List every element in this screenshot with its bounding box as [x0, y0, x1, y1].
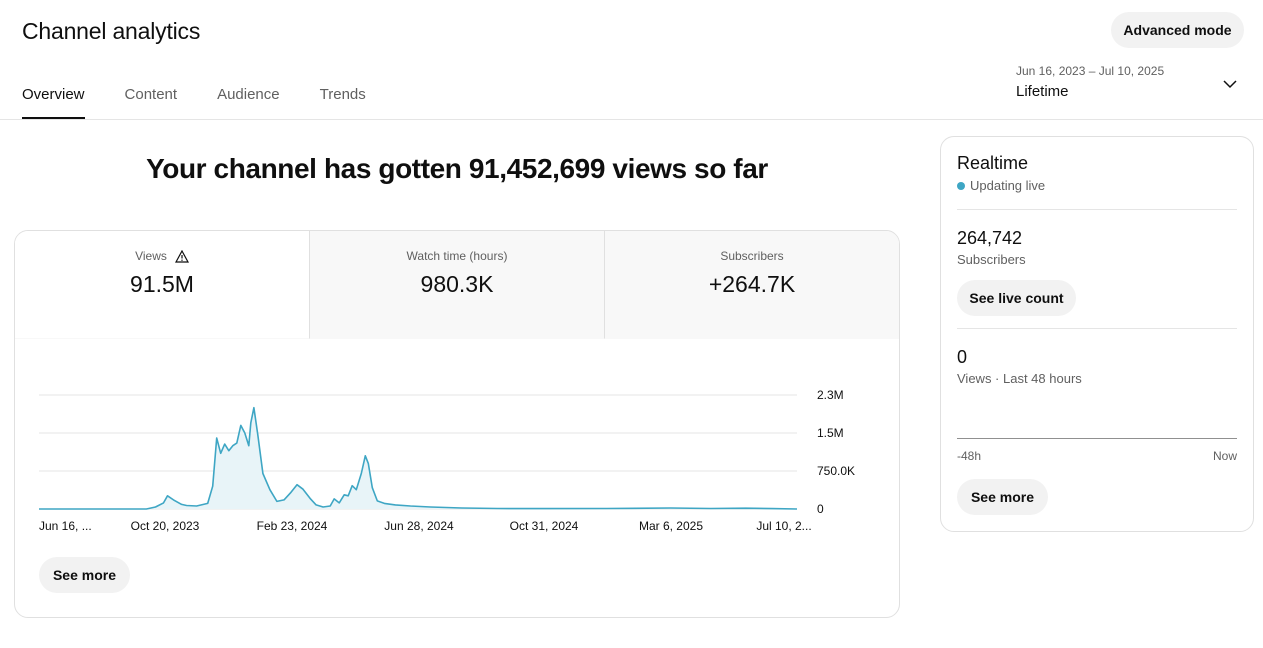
live-status: Updating live: [957, 178, 1045, 193]
warning-icon: [174, 249, 189, 263]
y-tick-label: 0: [817, 502, 824, 516]
realtime-card: Realtime Updating live 264,742 Subscribe…: [940, 136, 1254, 532]
tab-audience[interactable]: Audience: [217, 86, 280, 103]
see-live-count-button[interactable]: See live count: [957, 280, 1076, 316]
tab-content[interactable]: Content: [124, 86, 178, 103]
metric-subscribers-value: +264.7K: [708, 271, 796, 297]
overview-chart-card: Views 91.5M Watch time (hours) 980.3K Su…: [14, 230, 900, 618]
metric-views-label-row: Views: [15, 249, 309, 263]
metric-watch-time[interactable]: Watch time (hours) 980.3K: [309, 231, 604, 339]
realtime-see-more-button[interactable]: See more: [957, 479, 1048, 515]
date-range-selector[interactable]: Jun 16, 2023 – Jul 10, 2025 Lifetime: [1016, 64, 1164, 100]
realtime-divider-2: [957, 328, 1237, 329]
realtime-axis-start: -48h: [957, 449, 982, 463]
realtime-axis: [957, 438, 1237, 439]
metric-views[interactable]: Views 91.5M: [15, 231, 309, 339]
metric-watch-time-value: 980.3K: [420, 271, 494, 297]
tab-overview[interactable]: Overview: [22, 86, 85, 119]
x-tick-label: Jun 28, 2024: [384, 519, 454, 533]
views-line: [39, 406, 798, 510]
views-area: [39, 407, 797, 509]
views-chart: 0 750.0K 1.5M 2.3M Jun 16, ... Oct 20, 2023 Fe…: [39, 388, 855, 533]
metric-views-value: 91.5M: [130, 271, 194, 297]
chevron-down-icon[interactable]: [1222, 76, 1238, 92]
x-tick-label: Jun 16, ...: [39, 519, 92, 533]
y-tick-label: 2.3M: [817, 388, 844, 402]
page-title: Channel analytics: [22, 18, 201, 44]
metric-subscribers-label: Subscribers: [720, 249, 784, 263]
live-status-label: Updating live: [970, 178, 1046, 193]
date-range-text: Jun 16, 2023 – Jul 10, 2025: [1016, 64, 1165, 78]
metric-subscribers[interactable]: Subscribers +264.7K: [604, 231, 899, 339]
realtime-subscribers-label: Subscribers: [957, 252, 1026, 267]
x-tick-label: Feb 23, 2024: [257, 519, 328, 533]
x-tick-label: Mar 6, 2025: [639, 519, 703, 533]
analytics-tabs: Overview Content Audience Trends: [22, 86, 406, 119]
metric-views-label: Views: [135, 249, 167, 263]
realtime-views-value: 0: [957, 347, 968, 367]
realtime-axis-end: Now: [1212, 449, 1237, 463]
views-headline: Your channel has gotten 91,452,699 views…: [146, 153, 768, 184]
x-tick-label: Jul 10, 2...: [756, 519, 811, 533]
metric-tabs: Views 91.5M Watch time (hours) 980.3K Su…: [15, 231, 899, 339]
live-dot-icon: [957, 181, 965, 190]
realtime-divider-1: [957, 209, 1237, 210]
realtime-title: Realtime: [957, 153, 1029, 173]
header-divider: [0, 119, 1263, 120]
metric-watch-time-label: Watch time (hours): [406, 249, 508, 263]
x-tick-label: Oct 20, 2023: [131, 519, 200, 533]
realtime-subscribers-value: 264,742: [957, 228, 1023, 248]
x-tick-label: Oct 31, 2024: [510, 519, 579, 533]
y-tick-label: 1.5M: [817, 426, 844, 440]
advanced-mode-button[interactable]: Advanced mode: [1111, 12, 1244, 48]
see-more-button[interactable]: See more: [39, 557, 130, 593]
tab-trends[interactable]: Trends: [319, 86, 366, 103]
y-tick-label: 750.0K: [817, 464, 855, 478]
realtime-views-label: Views · Last 48 hours: [957, 371, 1082, 386]
period-label: Lifetime: [1016, 83, 1069, 100]
